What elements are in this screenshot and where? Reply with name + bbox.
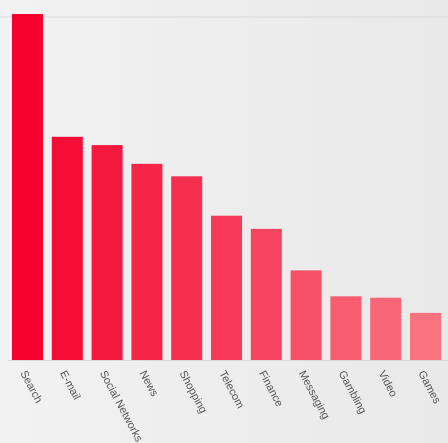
bar-games <box>410 312 441 360</box>
x-tick-label-video: Video <box>376 369 400 399</box>
x-tick-label-games: Games <box>415 369 442 406</box>
x-tick-label-finance: Finance <box>256 369 285 409</box>
bar-finance <box>250 228 282 360</box>
bar-video <box>370 297 402 360</box>
bar-series <box>12 14 441 360</box>
bar-news <box>131 163 163 360</box>
bar-telecom <box>211 215 242 360</box>
x-tick-label-social-networks: Social Networks <box>97 369 145 443</box>
bar-e-mail <box>51 136 83 360</box>
bar-messaging <box>290 270 322 360</box>
bar-shopping <box>171 176 203 360</box>
bar-social-networks <box>91 145 123 360</box>
x-tick-label-news: News <box>137 369 161 399</box>
x-tick-label-search: Search <box>17 369 44 405</box>
x-tick-label-e-mail: E-mail <box>57 369 82 402</box>
bar-search <box>12 14 43 360</box>
bar-gambling <box>330 296 362 360</box>
x-tick-label-shopping: Shopping <box>177 369 209 416</box>
x-tick-label-messaging: Messaging <box>296 369 332 422</box>
x-tick-label-telecom: Telecom <box>216 369 246 411</box>
x-tick-label-gambling: Gambling <box>336 369 369 416</box>
